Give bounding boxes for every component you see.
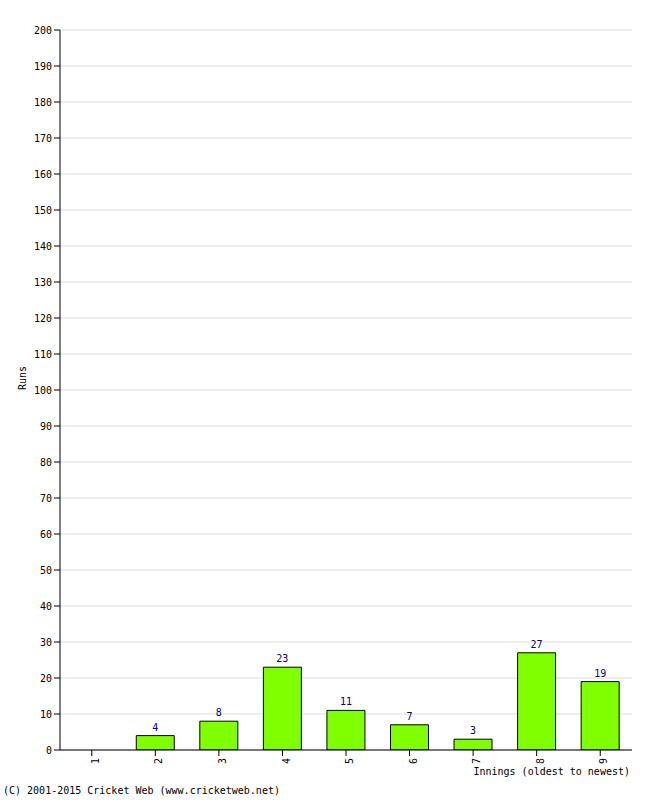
- svg-text:0: 0: [46, 745, 52, 756]
- svg-text:3: 3: [217, 758, 228, 764]
- svg-text:7: 7: [471, 758, 482, 764]
- svg-text:200: 200: [34, 25, 52, 36]
- svg-text:5: 5: [344, 758, 355, 764]
- svg-text:10: 10: [40, 709, 52, 720]
- svg-text:4: 4: [281, 758, 292, 764]
- svg-text:110: 110: [34, 349, 52, 360]
- svg-text:170: 170: [34, 133, 52, 144]
- svg-text:23: 23: [276, 653, 288, 664]
- svg-text:1: 1: [90, 758, 101, 764]
- svg-text:150: 150: [34, 205, 52, 216]
- svg-text:8: 8: [535, 758, 546, 764]
- svg-text:19: 19: [594, 668, 606, 679]
- svg-text:120: 120: [34, 313, 52, 324]
- html-text:(C) 2001-2015 Cricket Web (www: (C) 2001-2015 Cricket Web (www.cricketwe…: [3, 785, 280, 796]
- svg-text:70: 70: [40, 493, 52, 504]
- svg-text:80: 80: [40, 457, 52, 468]
- svg-text:Runs: Runs: [17, 366, 28, 390]
- svg-text:4: 4: [152, 722, 158, 733]
- svg-text:40: 40: [40, 601, 52, 612]
- svg-text:11: 11: [340, 696, 352, 707]
- html-text:Innings (oldest to newest): Innings (oldest to newest): [473, 766, 630, 777]
- svg-text:100: 100: [34, 385, 52, 396]
- svg-text:140: 140: [34, 241, 52, 252]
- svg-text:6: 6: [408, 758, 419, 764]
- svg-text:20: 20: [40, 673, 52, 684]
- svg-text:90: 90: [40, 421, 52, 432]
- svg-text:50: 50: [40, 565, 52, 576]
- svg-text:8: 8: [216, 707, 222, 718]
- svg-text:7: 7: [406, 711, 412, 722]
- svg-text:9: 9: [598, 758, 609, 764]
- svg-text:27: 27: [531, 639, 543, 650]
- svg-text:3: 3: [470, 725, 476, 736]
- svg-text:2: 2: [153, 758, 164, 764]
- svg-text:60: 60: [40, 529, 52, 540]
- svg-text:130: 130: [34, 277, 52, 288]
- svg-text:160: 160: [34, 169, 52, 180]
- svg-text:190: 190: [34, 61, 52, 72]
- svg-text:30: 30: [40, 637, 52, 648]
- svg-text:180: 180: [34, 97, 52, 108]
